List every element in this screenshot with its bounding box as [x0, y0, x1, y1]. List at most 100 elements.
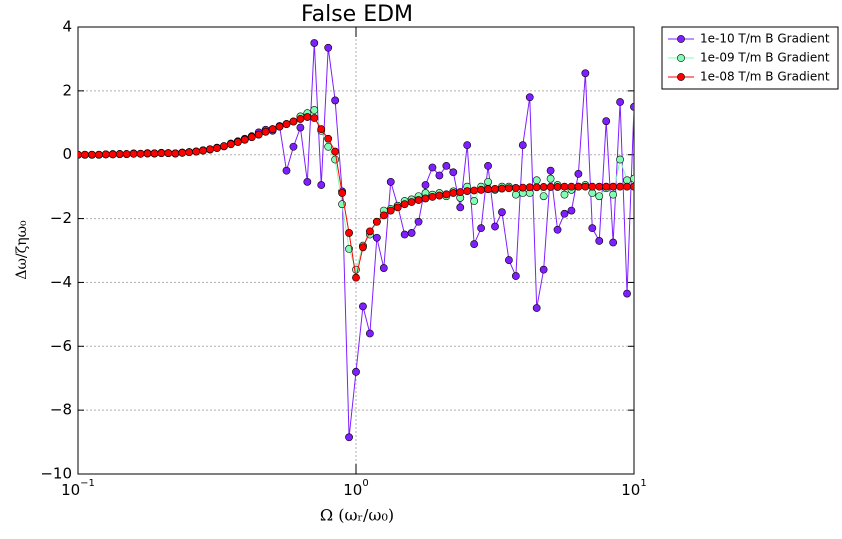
- data-point: [331, 147, 340, 156]
- data-point: [365, 329, 374, 338]
- data-point: [470, 240, 479, 249]
- data-point: [185, 148, 194, 157]
- data-point: [491, 222, 499, 231]
- data-point: [491, 184, 499, 193]
- data-point: [630, 174, 634, 183]
- legend-marker: [677, 54, 685, 62]
- data-point: [115, 150, 124, 158]
- data-point: [532, 183, 541, 192]
- data-point: [609, 190, 618, 199]
- data-point: [303, 113, 312, 121]
- data-point: [511, 184, 520, 192]
- data-point: [560, 209, 569, 218]
- data-point: [498, 184, 506, 193]
- data-point: [143, 149, 152, 158]
- y-tick-label: 2: [62, 81, 72, 99]
- data-point: [546, 183, 555, 191]
- data-point: [359, 302, 367, 311]
- data-point: [553, 225, 562, 234]
- data-point: [477, 224, 486, 233]
- data-point: [435, 191, 444, 200]
- data-point: [171, 149, 180, 158]
- data-point: [560, 190, 569, 199]
- data-point: [518, 141, 527, 150]
- data-point: [581, 69, 590, 78]
- data-point: [233, 138, 242, 146]
- data-point: [87, 150, 96, 159]
- data-point: [449, 189, 458, 197]
- y-axis-label: Δω/ζηω₀: [14, 220, 30, 280]
- data-point: [421, 181, 430, 189]
- data-point: [317, 181, 326, 189]
- data-point: [504, 256, 513, 264]
- data-point: [372, 233, 381, 242]
- data-point: [317, 125, 326, 134]
- data-point: [616, 98, 624, 106]
- data-point: [581, 182, 590, 191]
- x-tick-base: 10: [621, 481, 640, 499]
- data-point: [282, 120, 291, 128]
- data-point: [539, 265, 548, 274]
- data-point: [525, 93, 534, 102]
- data-point: [379, 264, 388, 272]
- data-point: [393, 203, 402, 212]
- data-point: [296, 115, 305, 123]
- data-point: [400, 230, 409, 239]
- chart-title: False EDM: [301, 2, 413, 27]
- data-point: [518, 183, 527, 192]
- data-point: [623, 289, 631, 298]
- data-point: [129, 149, 138, 158]
- data-point: [254, 130, 263, 139]
- data-point: [595, 192, 604, 201]
- data-point: [407, 229, 416, 237]
- x-tick-exponent: 1: [640, 478, 646, 489]
- data-point: [456, 203, 465, 212]
- y-tick-label: 0: [62, 145, 72, 163]
- data-point: [442, 161, 451, 170]
- data-point: [400, 200, 409, 209]
- x-tick-label: 100: [343, 478, 368, 499]
- data-point: [331, 155, 340, 164]
- data-point: [150, 149, 159, 158]
- data-point: [442, 190, 451, 199]
- data-point: [484, 161, 492, 170]
- data-point: [435, 171, 444, 180]
- data-point: [81, 150, 89, 159]
- data-point: [532, 304, 541, 312]
- data-point: [136, 149, 145, 158]
- legend-label: 1e-10 T/m B Gradient: [700, 32, 830, 46]
- data-point: [539, 183, 548, 191]
- data-point: [261, 127, 270, 136]
- data-point: [616, 182, 624, 191]
- data-point: [553, 183, 562, 191]
- data-point: [296, 123, 305, 132]
- data-point: [324, 142, 333, 151]
- data-point: [421, 194, 430, 203]
- data-point: [414, 196, 423, 204]
- data-point: [372, 217, 381, 226]
- data-point: [428, 163, 437, 172]
- data-point: [560, 182, 569, 191]
- data-point: [630, 182, 634, 191]
- data-point: [268, 125, 277, 134]
- data-point: [95, 150, 103, 159]
- data-point: [484, 177, 492, 186]
- data-point: [595, 182, 604, 191]
- data-point: [331, 96, 340, 105]
- x-tick-base: 10: [343, 481, 362, 499]
- x-tick-exponent: −1: [80, 478, 95, 489]
- data-point: [602, 117, 611, 126]
- plot-frame: [77, 26, 635, 475]
- x-tick-base: 10: [61, 481, 80, 499]
- data-point: [456, 188, 465, 196]
- data-point: [365, 227, 374, 236]
- data-point: [101, 150, 110, 159]
- data-point: [386, 177, 395, 186]
- data-point: [324, 43, 333, 52]
- data-point: [588, 182, 597, 191]
- x-tick-label: 10−1: [61, 478, 95, 499]
- legend-marker: [677, 73, 685, 81]
- data-point: [352, 273, 360, 282]
- data-point: [386, 206, 395, 215]
- data-point: [303, 177, 312, 186]
